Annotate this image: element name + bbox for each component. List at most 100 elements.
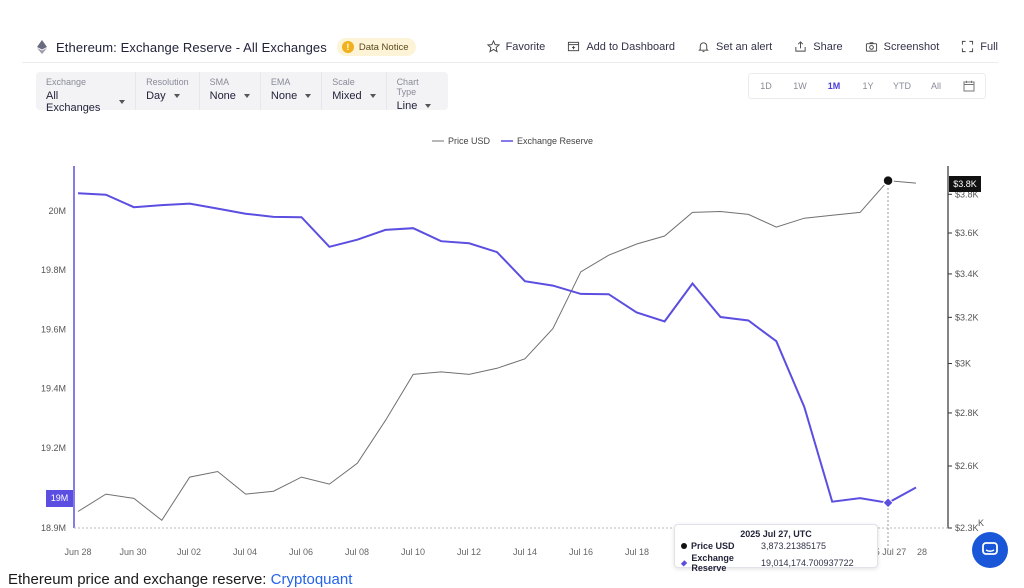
chart-type-value: Line bbox=[396, 100, 418, 112]
right-value-badge bbox=[949, 176, 981, 192]
data-notice-label: Data Notice bbox=[358, 41, 409, 53]
fullscreen-button[interactable]: Full bbox=[961, 40, 998, 53]
chart-legend: Price USD Exchange Reserve bbox=[432, 136, 593, 146]
caption-source-link[interactable]: Cryptoquant bbox=[270, 571, 353, 588]
tooltip-reserve-row: Exchange Reserve 19,014,174.700937722 bbox=[675, 553, 877, 573]
tooltip-price-value: 3,873.21385175 bbox=[761, 541, 827, 551]
x-tick-label: Jun 30 bbox=[119, 547, 146, 557]
chart-header: Ethereum: Exchange Reserve - All Exchang… bbox=[22, 20, 998, 63]
chevron-down-icon bbox=[173, 94, 180, 98]
exclamation-icon: ! bbox=[341, 41, 354, 53]
sma-select[interactable]: SMA None bbox=[200, 72, 261, 110]
image-caption: Ethereum price and exchange reserve: Cry… bbox=[8, 571, 352, 588]
price-usd-line bbox=[77, 180, 917, 522]
share-label: Share bbox=[813, 40, 843, 53]
exchange-reserve-line bbox=[77, 192, 917, 504]
share-icon bbox=[795, 41, 806, 52]
exchange-select[interactable]: Exchange All Exchanges bbox=[36, 72, 137, 114]
title-group: Ethereum: Exchange Reserve - All Exchang… bbox=[36, 38, 417, 56]
right-tick-label: $3.6K bbox=[955, 228, 979, 238]
x-tick-label: Jul 12 bbox=[457, 547, 481, 557]
reserve-hover-point bbox=[882, 497, 894, 509]
chevron-down-icon bbox=[119, 100, 126, 104]
range-1m-button[interactable]: 1M bbox=[827, 81, 841, 91]
add-to-dashboard-label: Add to Dashboard bbox=[586, 40, 675, 53]
screenshot-button[interactable]: Screenshot bbox=[865, 40, 940, 53]
right-tick-label: $3K bbox=[955, 359, 971, 369]
share-button[interactable]: Share bbox=[794, 40, 843, 53]
range-all-button[interactable]: All bbox=[930, 81, 941, 91]
right-tick-label: $3.2K bbox=[955, 312, 979, 322]
tooltip-date: 2025 Jul 27, UTC bbox=[740, 529, 812, 539]
tooltip-reserve-label: Exchange Reserve bbox=[691, 553, 734, 573]
resolution-value: Day bbox=[146, 90, 166, 102]
x-tick-label: Jul 10 bbox=[401, 547, 425, 557]
header-actions: Favorite Add to Dashboard Set an alert S… bbox=[465, 40, 998, 53]
price-dot-icon bbox=[681, 543, 687, 549]
ema-label: EMA bbox=[270, 77, 291, 87]
sma-label: SMA bbox=[209, 77, 230, 87]
set-alert-label: Set an alert bbox=[715, 40, 773, 53]
left-tick-label: 19.4M bbox=[41, 384, 66, 394]
left-y-axis: 18.9M 19.2M 19.4M 19.6M 19.8M 20M 19M bbox=[41, 206, 73, 533]
calendar-button[interactable] bbox=[953, 74, 985, 98]
range-ytd-button[interactable]: YTD bbox=[893, 81, 911, 91]
chart-plot[interactable]: Price USD Exchange Reserve 18.9M 19.2M 19.… bbox=[22, 10, 998, 570]
favorite-button[interactable]: Favorite bbox=[486, 40, 545, 53]
scale-label: Scale bbox=[332, 77, 355, 87]
hover-tooltip: 2025 Jul 27, UTC Price USD 3,873.2138517… bbox=[674, 524, 878, 573]
caption-text: Ethereum price and exchange reserve: bbox=[8, 571, 271, 588]
left-tick-label: 19.2M bbox=[41, 443, 66, 453]
left-tick-label: 20M bbox=[48, 206, 66, 216]
chevron-down-icon bbox=[425, 104, 432, 108]
page-title: Ethereum: Exchange Reserve - All Exchang… bbox=[56, 39, 327, 55]
x-tick-label: Jul 04 bbox=[233, 547, 257, 557]
right-value-badge-label: $3.8K bbox=[953, 179, 977, 189]
left-value-badge bbox=[46, 490, 73, 507]
x-tick-label: Jul 16 bbox=[569, 547, 593, 557]
camera-icon bbox=[865, 42, 877, 52]
fullscreen-label: Full bbox=[980, 40, 998, 53]
chevron-down-icon bbox=[369, 94, 376, 98]
right-tick-label: $3.4K bbox=[955, 269, 979, 279]
calendar-icon bbox=[963, 80, 975, 92]
x-tick-label: 28 bbox=[917, 547, 927, 557]
data-notice-badge[interactable]: ! Data Notice bbox=[336, 38, 417, 56]
range-1y-button[interactable]: 1Y bbox=[862, 81, 874, 91]
set-alert-button[interactable]: Set an alert bbox=[697, 40, 772, 53]
range-1w-button[interactable]: 1W bbox=[793, 81, 807, 91]
screenshot-label: Screenshot bbox=[883, 40, 940, 53]
right-tick-partial-label: K bbox=[978, 518, 984, 528]
chart-widget: Ethereum: Exchange Reserve - All Exchang… bbox=[22, 10, 1008, 573]
chat-support-button[interactable] bbox=[972, 532, 1008, 568]
chart-type-select[interactable]: Chart Type Line bbox=[387, 72, 448, 112]
chevron-down-icon bbox=[243, 94, 250, 98]
chart-controls: Exchange All Exchanges Resolution Day SM… bbox=[36, 72, 448, 114]
tooltip-reserve-value: 19,014,174.700937722 bbox=[761, 558, 854, 568]
star-icon bbox=[486, 40, 500, 53]
chat-icon bbox=[982, 542, 998, 555]
ema-value: None bbox=[270, 90, 298, 102]
x-tick-label: 25 Jul 27 bbox=[870, 547, 907, 557]
x-tick-label: Jul 06 bbox=[289, 547, 313, 557]
scale-select[interactable]: Scale Mixed bbox=[322, 72, 387, 110]
x-tick-label: Jul 14 bbox=[513, 547, 537, 557]
legend-reserve-label: Exchange Reserve bbox=[517, 136, 593, 146]
exchange-value: All Exchanges bbox=[46, 90, 101, 114]
range-selector: 1D 1W 1M 1Y YTD All bbox=[748, 73, 986, 99]
x-tick-label: Jul 02 bbox=[177, 547, 201, 557]
resolution-select[interactable]: Resolution Day bbox=[136, 72, 200, 110]
tooltip-price-label: Price USD bbox=[691, 541, 735, 551]
left-tick-label: 19.6M bbox=[41, 324, 66, 334]
ema-select[interactable]: EMA None bbox=[261, 72, 323, 110]
series-lines bbox=[77, 180, 917, 522]
left-tick-label: 18.9M bbox=[41, 523, 66, 533]
add-to-dashboard-button[interactable]: Add to Dashboard bbox=[567, 40, 675, 53]
reserve-diamond-icon bbox=[680, 559, 688, 567]
x-tick-label: Jul 18 bbox=[625, 547, 649, 557]
hover-markers bbox=[882, 174, 894, 509]
scale-value: Mixed bbox=[332, 90, 362, 102]
range-1d-button[interactable]: 1D bbox=[760, 81, 772, 91]
x-tick-label: Jul 08 bbox=[345, 547, 369, 557]
right-tick-label: $2.6K bbox=[955, 461, 979, 471]
